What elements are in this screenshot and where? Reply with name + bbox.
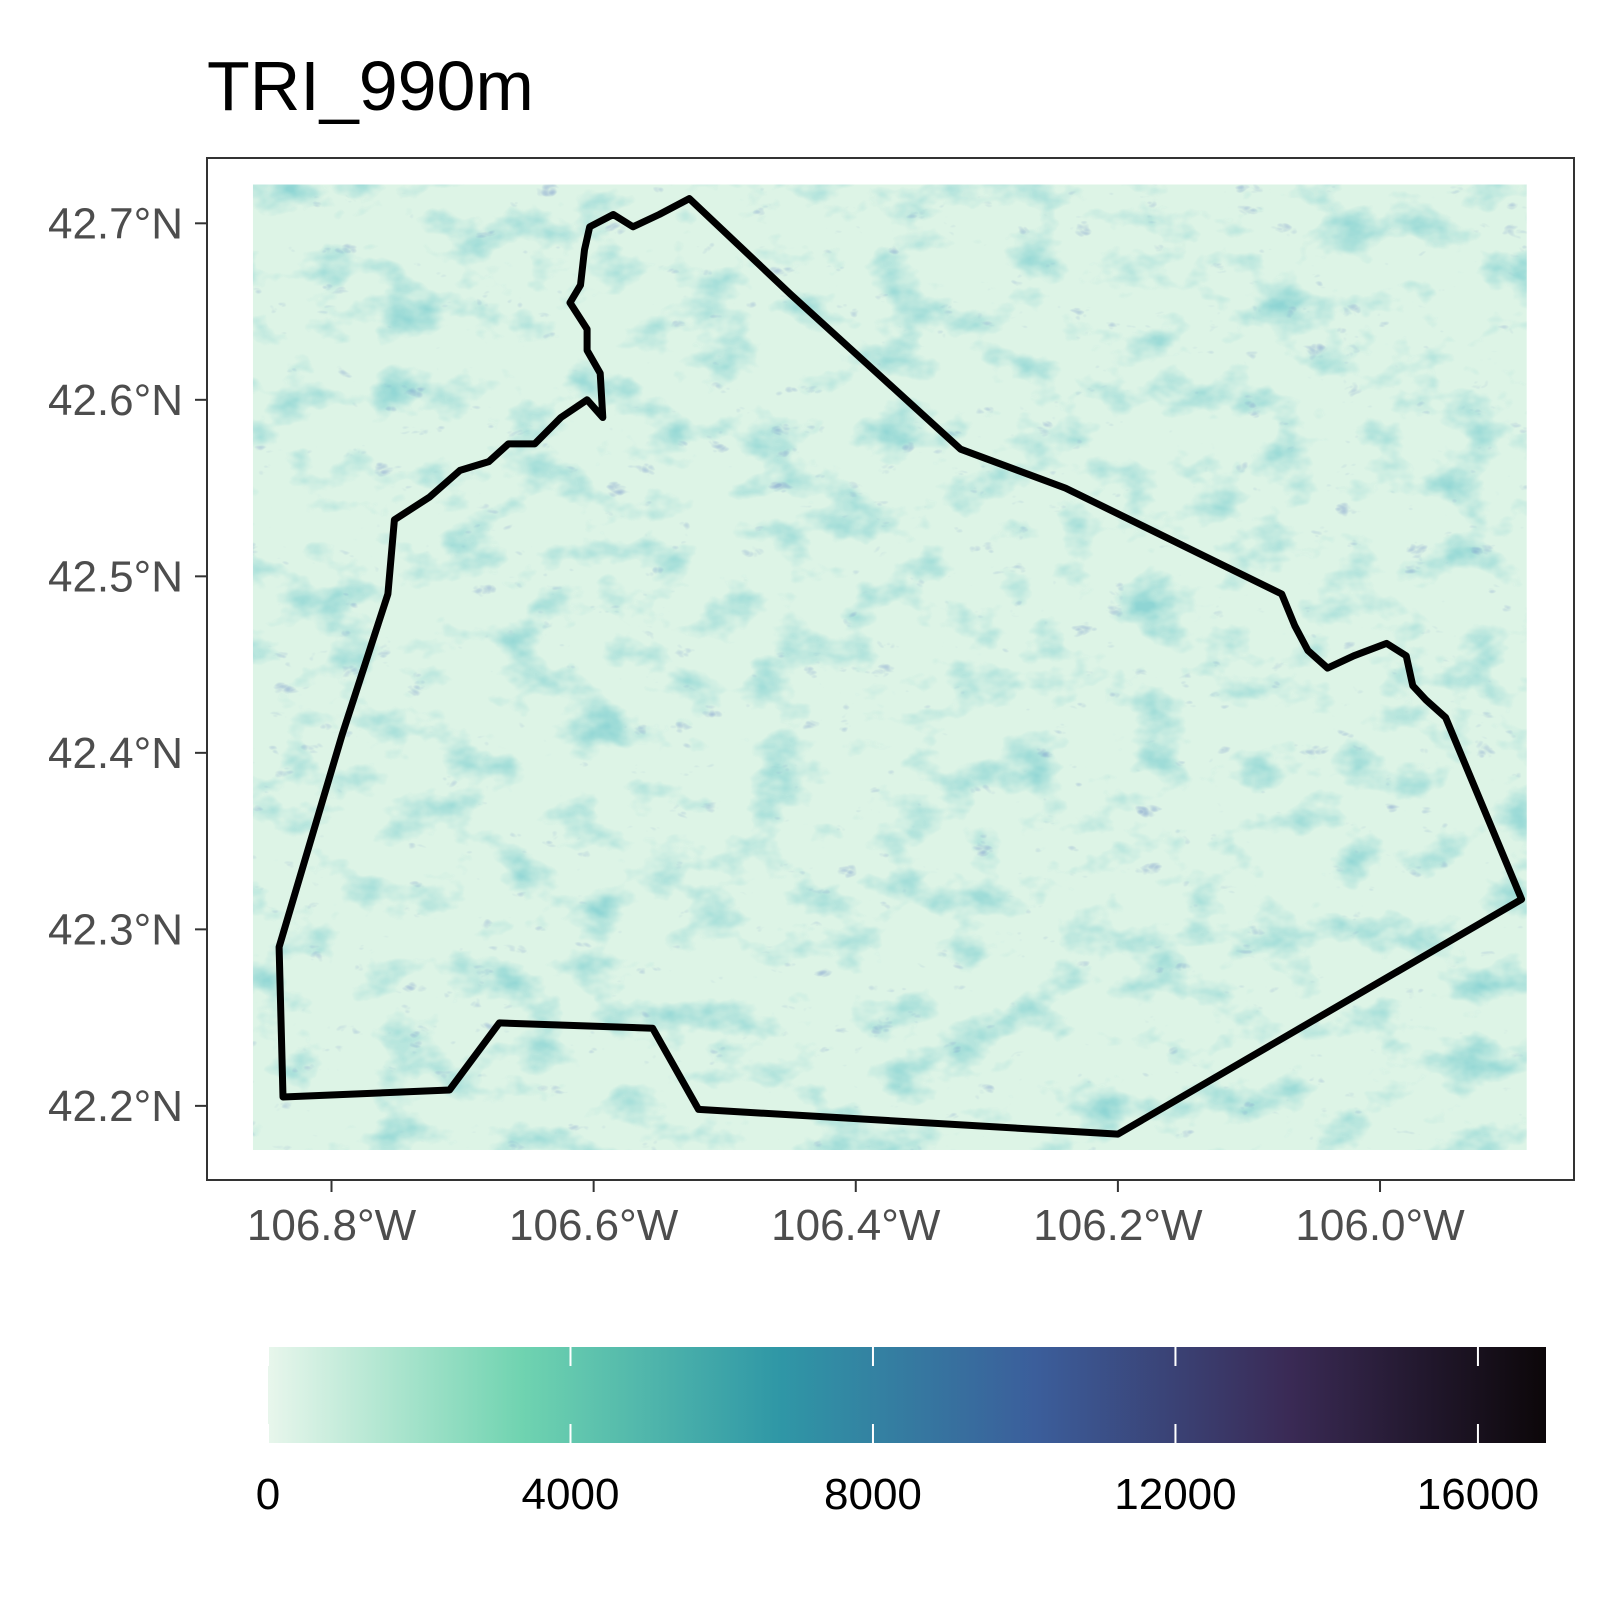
colorbar bbox=[268, 1347, 1546, 1443]
y-tick-label: 42.4°N bbox=[48, 729, 183, 778]
x-tick-label: 106.8°W bbox=[247, 1201, 417, 1250]
colorbar-legend: 0 4000 8000 12000 16000 bbox=[256, 1347, 1546, 1519]
y-tick-label: 42.6°N bbox=[48, 376, 183, 425]
y-tick-label: 42.2°N bbox=[48, 1082, 183, 1131]
colorbar-tick-label: 12000 bbox=[1114, 1470, 1236, 1519]
colorbar-tick-label: 0 bbox=[256, 1470, 280, 1519]
plot-area: 106.8°W 106.6°W 106.4°W 106.2°W 106.0°W 42.2… bbox=[48, 157, 1575, 1250]
y-tick-label: 42.7°N bbox=[48, 199, 183, 248]
raster-layer bbox=[252, 184, 1527, 1150]
x-tick-label: 106.2°W bbox=[1033, 1201, 1203, 1250]
chart-title: TRI_990m bbox=[207, 47, 534, 125]
x-tick-label: 106.4°W bbox=[771, 1201, 941, 1250]
x-tick-label: 106.6°W bbox=[509, 1201, 679, 1250]
terrain-raster-ridges bbox=[252, 184, 1527, 1150]
y-tick-label: 42.3°N bbox=[48, 905, 183, 954]
colorbar-tick-label: 8000 bbox=[824, 1470, 922, 1519]
colorbar-ticks: 0 4000 8000 12000 16000 bbox=[256, 1347, 1539, 1519]
y-axis: 42.2°N 42.3°N 42.4°N 42.5°N 42.6°N 42.7°N bbox=[48, 199, 207, 1131]
x-tick-label: 106.0°W bbox=[1295, 1201, 1465, 1250]
colorbar-tick-label: 16000 bbox=[1417, 1470, 1539, 1519]
colorbar-tick-label: 4000 bbox=[522, 1470, 620, 1519]
panel-border bbox=[206, 157, 1575, 1181]
study-area-boundary bbox=[275, 195, 1526, 1138]
x-axis: 106.8°W 106.6°W 106.4°W 106.2°W 106.0°W bbox=[247, 1180, 1465, 1250]
y-tick-label: 42.5°N bbox=[48, 552, 183, 601]
